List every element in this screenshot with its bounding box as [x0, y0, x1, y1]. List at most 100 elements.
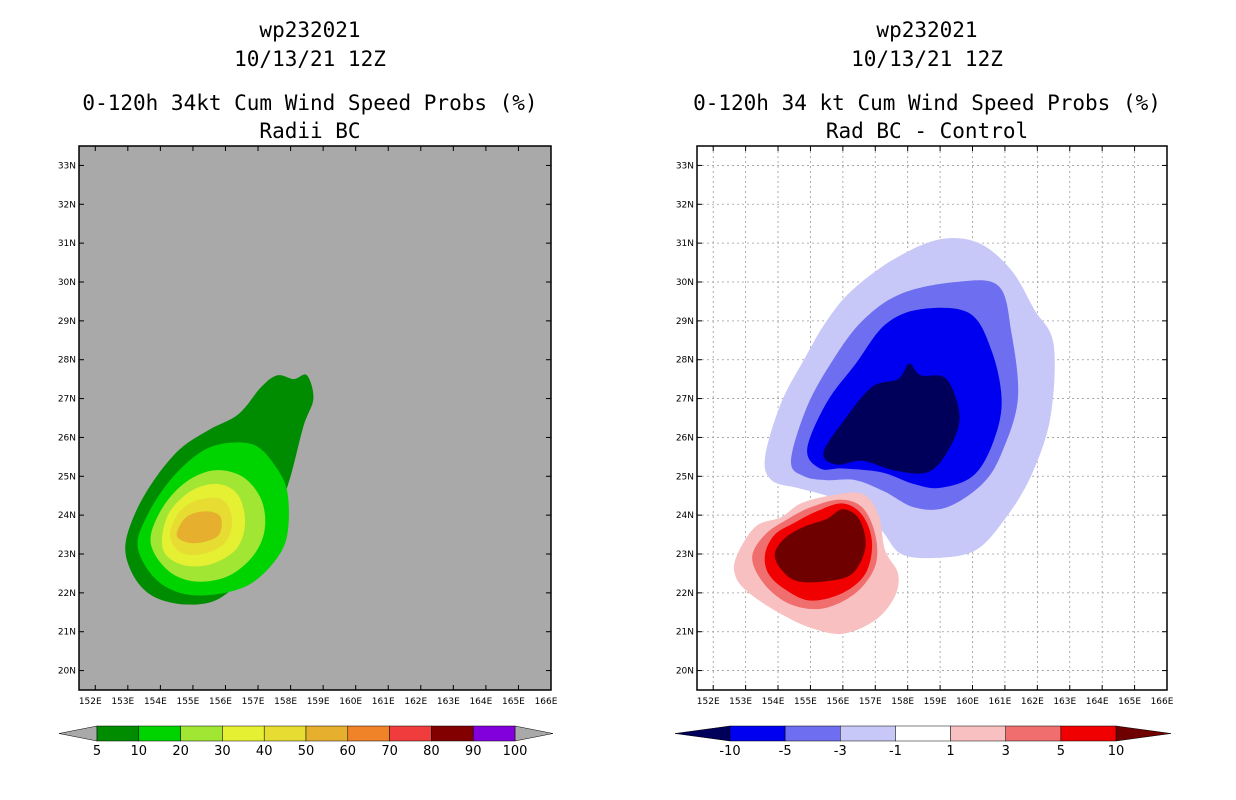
right-contour-3 — [823, 363, 960, 474]
right-colorbar-upper-arrow — [1115, 725, 1172, 742]
right-xtick-label-10: 162E — [1021, 697, 1044, 707]
left-xtick-label-9: 161E — [372, 697, 395, 707]
left-plot-background — [79, 146, 551, 690]
right-colorbar-lower-arrow — [674, 725, 731, 742]
left-colorbar-label-1: 10 — [131, 744, 148, 759]
left-ytick-label-2: 22N — [58, 589, 76, 599]
left-ytick-label-1: 21N — [58, 628, 76, 638]
right-contour-7 — [774, 509, 866, 583]
left-ytick-label-5: 25N — [58, 472, 76, 482]
left-ytick-label-13: 33N — [58, 161, 76, 171]
left-colorbar-label-8: 80 — [423, 744, 440, 759]
right-ytick-label-4: 24N — [676, 511, 694, 521]
right-ytick-label-10: 30N — [676, 278, 694, 288]
right-date: 10/13/21 12Z — [851, 47, 1003, 71]
left-colorbar-label-10: 100 — [503, 744, 528, 759]
left-xtick-label-11: 163E — [437, 697, 460, 707]
right-colorbar-swatch-4 — [950, 725, 1006, 742]
right-xtick-label-8: 160E — [956, 697, 979, 707]
left-colorbar-swatch-4 — [263, 725, 307, 742]
right-colorbar-swatch-6 — [1060, 725, 1117, 742]
right-ytick-label-13: 33N — [676, 161, 694, 171]
left-colorbar-label-0: 5 — [93, 744, 101, 759]
right-xtick-label-9: 161E — [988, 697, 1011, 707]
right-colorbar-swatch-2 — [840, 725, 896, 742]
left-colorbar-swatch-0 — [96, 725, 140, 742]
right-xtick-label-12: 164E — [1086, 697, 1109, 707]
left-colorbar-label-6: 60 — [340, 744, 357, 759]
right-xtick-label-4: 156E — [826, 697, 849, 707]
right-ytick-label-0: 20N — [676, 667, 694, 677]
right-colorbar-label-3: -1 — [889, 744, 902, 759]
right-xtick-label-2: 154E — [762, 697, 785, 707]
right-colorbar-label-4: 1 — [946, 744, 954, 759]
left-xtick-label-4: 156E — [209, 697, 232, 707]
right-xtick-label-3: 155E — [794, 697, 817, 707]
right-xtick-label-13: 165E — [1118, 697, 1141, 707]
right-colorbar-label-1: -5 — [779, 744, 792, 759]
left-ytick-label-9: 29N — [58, 317, 76, 327]
left-ytick-label-4: 24N — [58, 511, 76, 521]
left-colorbar-label-2: 20 — [172, 744, 189, 759]
left-colorbar-swatch-2 — [180, 725, 223, 742]
left-colorbar-label-5: 50 — [298, 744, 315, 759]
left-xtick-label-6: 158E — [274, 697, 297, 707]
right-xtick-label-5: 157E — [859, 697, 882, 707]
left-colorbar-swatch-9 — [472, 725, 516, 742]
right-ytick-label-11: 31N — [676, 239, 694, 249]
right-ytick-label-5: 25N — [676, 472, 694, 482]
left-colorbar-label-3: 30 — [214, 744, 231, 759]
left-ytick-label-11: 31N — [58, 239, 76, 249]
right-colorbar-label-7: 10 — [1108, 744, 1125, 759]
right-chart-title: 0-120h 34 kt Cum Wind Speed Probs (%) — [693, 91, 1161, 115]
left-xtick-label-1: 153E — [111, 697, 134, 707]
right-ytick-label-6: 26N — [676, 433, 694, 443]
right-storm-id: wp232021 — [876, 18, 978, 42]
left-colorbar-swatch-5 — [305, 725, 349, 742]
left-xtick-label-12: 164E — [469, 697, 492, 707]
left-date: 10/13/21 12Z — [234, 47, 386, 71]
left-ytick-label-8: 28N — [58, 356, 76, 366]
right-xtick-label-11: 163E — [1053, 697, 1076, 707]
right-xtick-label-7: 159E — [924, 697, 947, 707]
left-colorbar-swatch-7 — [389, 725, 432, 742]
left-colorbar-label-7: 70 — [381, 744, 398, 759]
left-colorbar-upper-arrow — [514, 725, 554, 742]
right-xtick-label-1: 153E — [729, 697, 752, 707]
left-ytick-label-12: 32N — [58, 200, 76, 210]
left-xtick-label-0: 152E — [79, 697, 102, 707]
right-colorbar-swatch-0 — [729, 725, 786, 742]
left-contour-5 — [176, 511, 222, 544]
left-xtick-label-13: 165E — [502, 697, 525, 707]
right-ytick-label-3: 23N — [676, 550, 694, 560]
left-ytick-label-3: 23N — [58, 550, 76, 560]
right-ytick-label-7: 27N — [676, 395, 694, 405]
left-colorbar-label-9: 90 — [465, 744, 482, 759]
right-xtick-label-14: 166E — [1151, 697, 1174, 707]
right-colorbar-label-6: 5 — [1057, 744, 1065, 759]
left-colorbar-label-4: 40 — [256, 744, 273, 759]
left-ytick-label-0: 20N — [58, 667, 76, 677]
right-colorbar-label-2: -3 — [834, 744, 847, 759]
left-xtick-label-8: 160E — [339, 697, 362, 707]
right-colorbar-swatch-5 — [1005, 725, 1062, 742]
right-xtick-label-0: 152E — [697, 697, 720, 707]
left-chart-title: 0-120h 34kt Cum Wind Speed Probs (%) — [82, 91, 538, 115]
right-xtick-label-6: 158E — [891, 697, 914, 707]
left-storm-id: wp232021 — [259, 18, 361, 42]
left-plot-frame — [78, 145, 552, 691]
left-colorbar-swatch-6 — [347, 725, 390, 742]
right-ytick-label-2: 22N — [676, 589, 694, 599]
left-xtick-label-3: 155E — [176, 697, 199, 707]
right-colorbar-swatch-1 — [784, 725, 841, 742]
right-colorbar-swatch-3 — [895, 725, 951, 742]
left-xtick-label-10: 162E — [404, 697, 427, 707]
left-colorbar-swatch-1 — [138, 725, 181, 742]
left-colorbar-lower-arrow — [58, 725, 98, 742]
right-ytick-label-1: 21N — [676, 628, 694, 638]
left-xtick-label-14: 166E — [535, 697, 558, 707]
right-ytick-label-8: 28N — [676, 356, 694, 366]
right-colorbar-label-5: 3 — [1002, 744, 1010, 759]
left-xtick-label-2: 154E — [144, 697, 167, 707]
